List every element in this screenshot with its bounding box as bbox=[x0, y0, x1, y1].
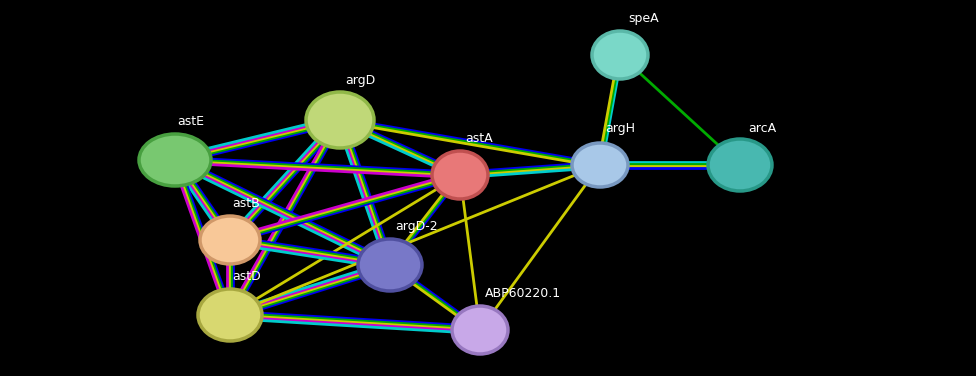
Ellipse shape bbox=[572, 143, 628, 187]
Ellipse shape bbox=[139, 134, 211, 186]
Text: argD-2: argD-2 bbox=[395, 220, 437, 233]
Text: arcA: arcA bbox=[748, 122, 776, 135]
Ellipse shape bbox=[592, 31, 648, 79]
Ellipse shape bbox=[358, 239, 422, 291]
Text: astB: astB bbox=[232, 197, 260, 210]
Ellipse shape bbox=[432, 151, 488, 199]
Text: argH: argH bbox=[605, 122, 635, 135]
Text: astD: astD bbox=[232, 270, 261, 283]
Ellipse shape bbox=[198, 289, 262, 341]
Text: astE: astE bbox=[177, 115, 204, 128]
Ellipse shape bbox=[452, 306, 508, 354]
Ellipse shape bbox=[306, 92, 374, 148]
Text: astA: astA bbox=[465, 132, 493, 145]
Ellipse shape bbox=[708, 139, 772, 191]
Text: speA: speA bbox=[628, 12, 659, 25]
Ellipse shape bbox=[200, 216, 260, 264]
Text: argD: argD bbox=[345, 74, 375, 87]
Text: ABP60220.1: ABP60220.1 bbox=[485, 287, 561, 300]
